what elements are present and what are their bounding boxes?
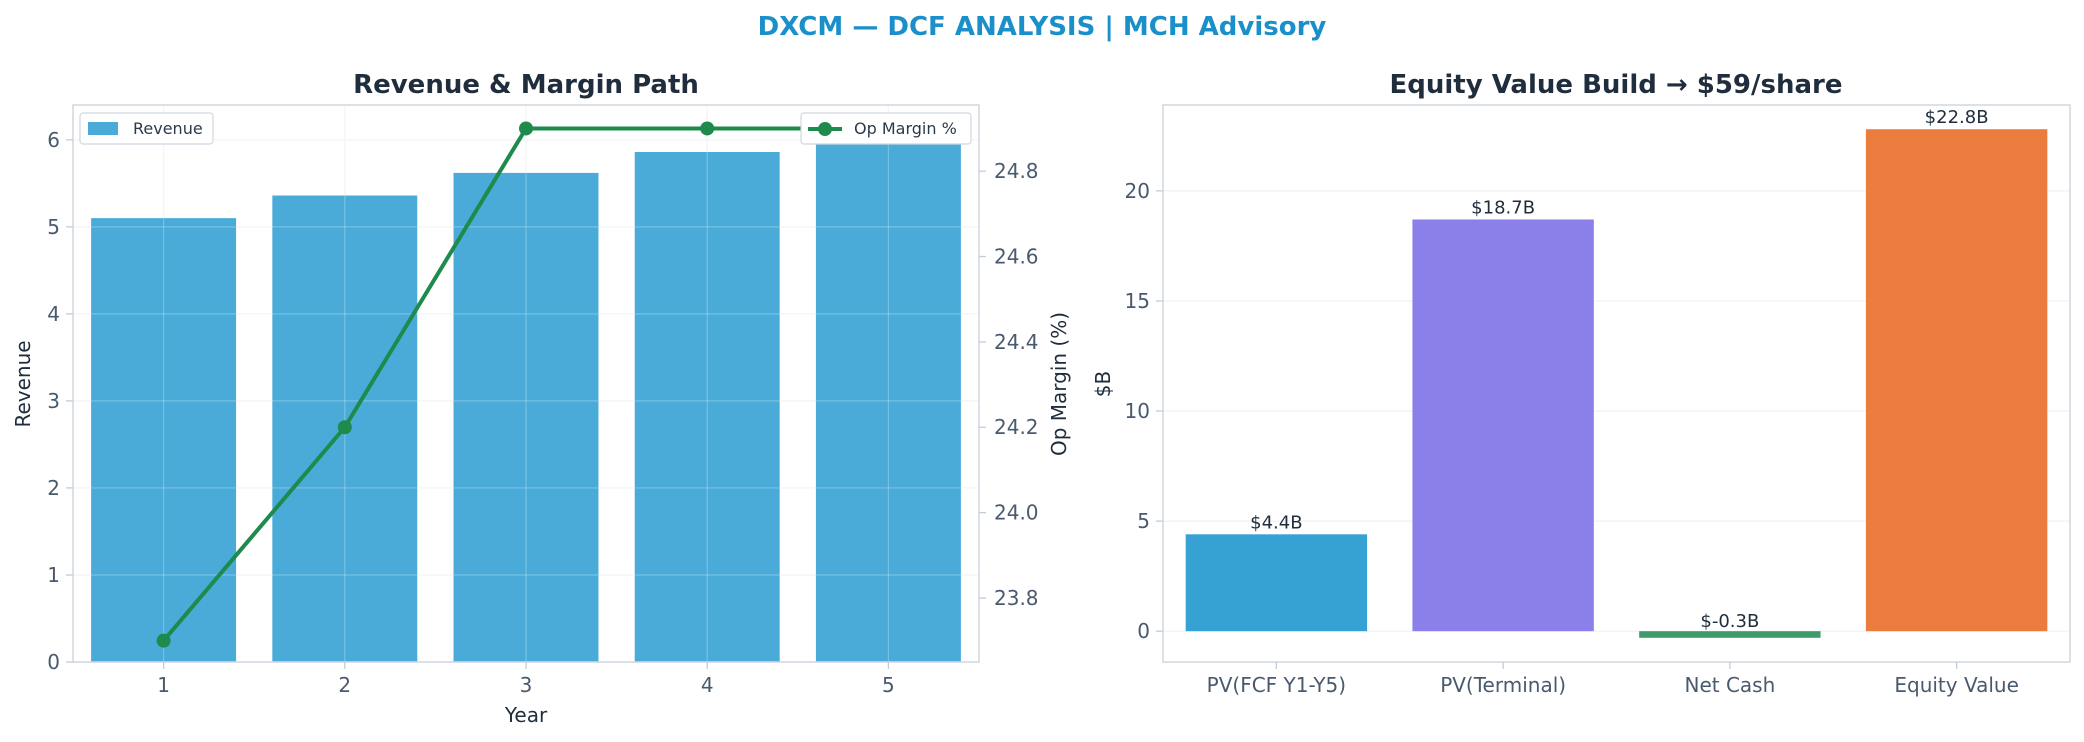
op-margin-y-ticks: 23.8 24.0 24.2 24.4 24.6 24.8 xyxy=(979,159,1039,610)
equity-data-label: $-0.3B xyxy=(1700,611,1759,632)
revenue-bar xyxy=(91,218,237,662)
equity-y-ticks: 0 5 10 15 20 xyxy=(1125,179,1163,643)
op-margin-point xyxy=(700,121,715,136)
year-x-tick-label: 2 xyxy=(338,673,351,697)
op-margin-y-tick-label: 24.2 xyxy=(994,415,1039,439)
equity-bar xyxy=(1865,129,2048,632)
equity-bar xyxy=(1639,631,1821,638)
revenue-x-axis-label: Year xyxy=(504,703,548,727)
op-margin-legend: Op Margin % xyxy=(800,112,972,145)
year-x-tick-label: 1 xyxy=(157,673,170,697)
op-margin-y-tick-label: 23.8 xyxy=(994,586,1039,610)
equity-y-axis-label: $B xyxy=(1091,371,1115,397)
revenue-legend-label: Revenue xyxy=(133,119,203,138)
equity-plot-frame xyxy=(1162,104,2071,663)
op-margin-point xyxy=(519,121,533,136)
revenue-bar xyxy=(815,129,961,662)
year-x-tick-label: 3 xyxy=(520,673,533,697)
year-x-tick-label: 4 xyxy=(701,673,714,697)
equity-data-label: $22.8B xyxy=(1925,107,1989,128)
revenue-y-tick-label: 0 xyxy=(47,650,60,674)
revenue-legend-swatch xyxy=(88,122,118,135)
op-margin-y-tick-label: 24.4 xyxy=(994,330,1039,354)
equity-data-labels: $4.4B $18.7B $-0.3B $22.8B xyxy=(1250,107,1988,632)
equity-data-label: $18.7B xyxy=(1471,197,1535,218)
op-margin-legend-box xyxy=(800,112,972,145)
equity-y-tick-label: 5 xyxy=(1137,509,1150,533)
revenue-y-tick-label: 1 xyxy=(47,563,60,587)
equity-bar xyxy=(1185,534,1368,632)
equity-y-tick-label: 0 xyxy=(1137,619,1150,643)
figure-title: DXCM — DCF ANALYSIS | MCH Advisory xyxy=(758,12,1327,42)
equity-bar xyxy=(1412,219,1594,632)
equity-x-tick-label: PV(FCF Y1-Y5) xyxy=(1207,673,1346,697)
equity-x-tick-label: PV(Terminal) xyxy=(1440,673,1566,697)
op-margin-y-tick-label: 24.8 xyxy=(994,159,1039,183)
revenue-y-ticks: 0 1 2 3 4 5 6 xyxy=(47,128,73,674)
year-x-tick-label: 5 xyxy=(882,673,895,697)
revenue-legend: Revenue xyxy=(79,112,214,145)
op-margin-y-tick-label: 24.0 xyxy=(994,501,1039,525)
op-margin-point xyxy=(156,633,171,648)
revenue-y-tick-label: 4 xyxy=(47,302,60,326)
equity-x-tick-label: Net Cash xyxy=(1684,673,1775,697)
equity-y-tick-label: 15 xyxy=(1125,289,1150,313)
op-margin-point xyxy=(337,420,352,435)
op-margin-y-tick-label: 24.6 xyxy=(994,245,1039,269)
equity-chart-title: Equity Value Build → $59/share xyxy=(1390,70,1843,100)
revenue-bar xyxy=(634,151,780,662)
equity-y-tick-label: 10 xyxy=(1125,399,1150,423)
revenue-y-tick-label: 5 xyxy=(47,215,60,239)
year-x-ticks: 1 2 3 4 5 xyxy=(157,662,895,697)
op-margin-y-axis-label: Op Margin (%) xyxy=(1047,312,1071,456)
equity-data-label: $4.4B xyxy=(1250,512,1302,533)
revenue-y-axis-label: Revenue xyxy=(11,340,35,427)
revenue-bars xyxy=(73,105,979,663)
revenue-chart-title: Revenue & Margin Path xyxy=(353,70,699,100)
revenue-y-tick-label: 6 xyxy=(47,128,60,152)
equity-value-chart: Equity Value Build → $59/share $4.4B $18.… xyxy=(1091,70,2071,697)
op-margin-legend-label: Op Margin % xyxy=(854,119,957,138)
equity-x-tick-label: Equity Value xyxy=(1894,673,2019,697)
revenue-y-tick-label: 3 xyxy=(47,389,60,413)
equity-x-ticks: PV(FCF Y1-Y5) PV(Terminal) Net Cash Equity … xyxy=(1207,662,2019,697)
op-margin-legend-marker xyxy=(818,122,832,136)
equity-y-tick-label: 20 xyxy=(1125,179,1150,203)
revenue-y-tick-label: 2 xyxy=(47,476,60,500)
revenue-bar xyxy=(453,172,599,662)
equity-bars xyxy=(1185,129,2048,638)
revenue-legend-box xyxy=(79,112,214,145)
